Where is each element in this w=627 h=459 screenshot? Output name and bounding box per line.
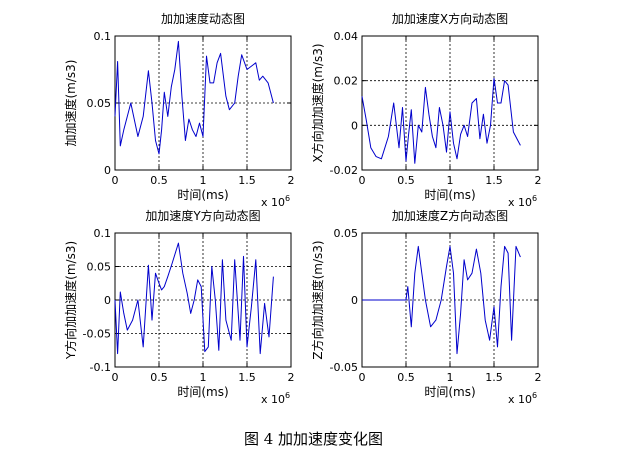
x-tick-label: 0.5 [397, 371, 415, 384]
y-tick-label: 0.1 [94, 30, 112, 43]
x-tick-label: 1.5 [238, 371, 256, 384]
series-line [114, 40, 274, 155]
x-tick-label: 0 [112, 371, 119, 384]
panel-jerk: 加加速度动态图 时间(ms) 加加速度(m/s3) x 106 0 0.5 1 1.5… [63, 11, 295, 209]
x-tick-label: 1.5 [485, 371, 503, 384]
x-multiplier-exponent: 6 [285, 391, 290, 400]
y-axis-label: X方向加加速度(m/s3) [310, 43, 325, 162]
y-axis-label: Z方向加加速度(m/s3) [310, 240, 325, 359]
series-line [114, 242, 274, 355]
x-tick-label: 2 [288, 371, 295, 384]
x-tick-label: 1 [447, 174, 454, 187]
x-tick-label: 0.5 [397, 174, 415, 187]
x-multiplier-exponent: 6 [532, 391, 537, 400]
x-tick-label: 1 [447, 371, 454, 384]
y-tick-label: 0.02 [334, 75, 359, 88]
x-multiplier-text: x 10 [261, 393, 285, 406]
panel-jerk-x: 加加速度X方向动态图 时间(ms) X方向加加速度(m/s3) x 106 0 0… [310, 11, 542, 209]
panel-title: 加加速度X方向动态图 [392, 11, 508, 26]
x-multiplier-text: x 10 [508, 196, 532, 209]
y-axis-label: 加加速度(m/s3) [63, 60, 78, 147]
panel-title: 加加速度Y方向动态图 [145, 208, 260, 223]
y-tick-label: 0.05 [334, 227, 359, 240]
figure-caption: 图 4 加加速度变化图 [243, 430, 384, 448]
y-tick-label: -0.05 [330, 361, 358, 374]
x-axis-label: 时间(ms) [177, 188, 228, 202]
y-tick-label: -0.05 [83, 328, 111, 341]
x-tick-label: 2 [535, 174, 542, 187]
x-axis-multiplier: x 106 [508, 391, 537, 406]
panel-jerk-y: 加加速度Y方向动态图 时间(ms) Y方向加加速度(m/s3) x 106 0 0… [63, 208, 295, 406]
x-axis-multiplier: x 106 [508, 194, 537, 209]
y-tick-label: 0 [351, 119, 358, 132]
x-tick-label: 1.5 [485, 174, 503, 187]
x-multiplier-exponent: 6 [285, 194, 290, 203]
x-tick-label: 0 [359, 371, 366, 384]
x-tick-label: 2 [288, 174, 295, 187]
y-tick-label: 0.1 [94, 227, 112, 240]
panel-title: 加加速度动态图 [161, 11, 245, 26]
x-tick-label: 1 [200, 371, 207, 384]
y-tick-label: 0.05 [87, 97, 112, 110]
x-axis-multiplier: x 106 [261, 391, 290, 406]
x-multiplier-exponent: 6 [532, 194, 537, 203]
x-tick-label: 1.5 [238, 174, 256, 187]
x-tick-label: 0 [359, 174, 366, 187]
x-multiplier-text: x 10 [508, 393, 532, 406]
series-line [361, 77, 521, 164]
x-tick-label: 2 [535, 371, 542, 384]
x-tick-label: 0.5 [150, 371, 168, 384]
panel-jerk-z: 加加速度Z方向动态图 时间(ms) Z方向加加速度(m/s3) x 106 0 0… [310, 208, 542, 406]
y-tick-label: 0 [351, 294, 358, 307]
y-tick-label: 0 [104, 294, 111, 307]
x-tick-label: 0 [112, 174, 119, 187]
x-axis-label: 时间(ms) [424, 385, 475, 399]
y-tick-label: -0.02 [330, 164, 358, 177]
x-tick-label: 1 [200, 174, 207, 187]
x-multiplier-text: x 10 [261, 196, 285, 209]
x-axis-label: 时间(ms) [424, 188, 475, 202]
y-tick-label: 0.04 [334, 30, 359, 43]
y-axis-label: Y方向加加速度(m/s3) [63, 241, 78, 360]
y-tick-label: -0.1 [90, 361, 111, 374]
x-axis-multiplier: x 106 [261, 194, 290, 209]
y-tick-label: 0 [104, 164, 111, 177]
x-axis-label: 时间(ms) [177, 385, 228, 399]
panel-title: 加加速度Z方向动态图 [392, 208, 508, 223]
series-line [362, 245, 521, 355]
y-tick-label: 0.05 [87, 261, 112, 274]
x-tick-label: 0.5 [150, 174, 168, 187]
